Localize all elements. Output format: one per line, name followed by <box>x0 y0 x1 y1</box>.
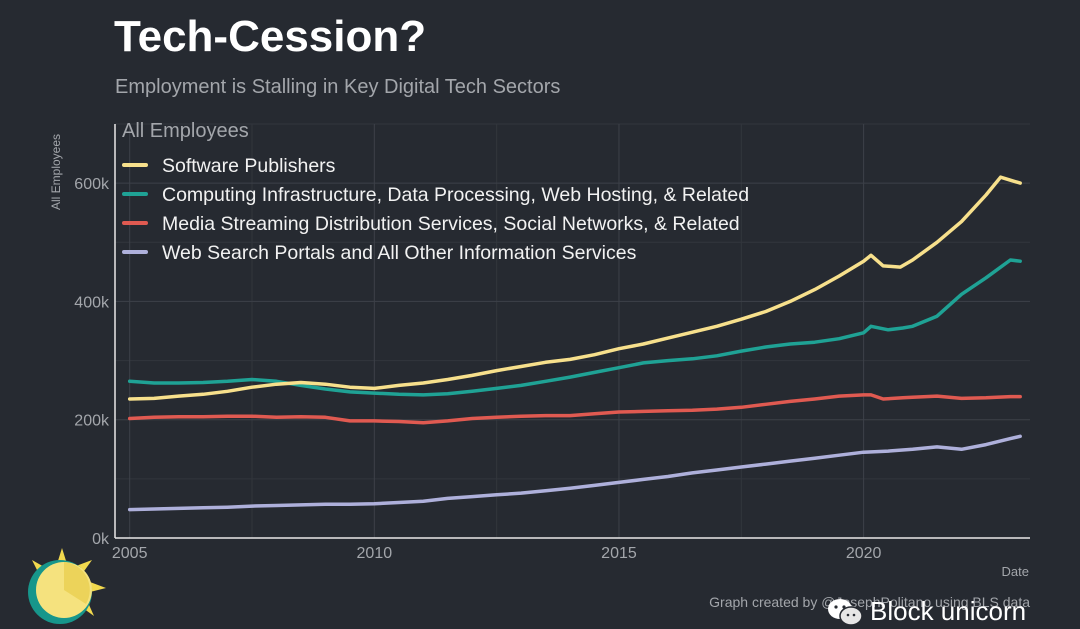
y-tick-label: 600k <box>74 176 110 193</box>
sun-logo-icon <box>28 548 106 624</box>
series-line <box>127 258 1022 397</box>
chart-title: Tech-Cession? <box>114 12 427 61</box>
y-tick-label: 400k <box>74 294 110 311</box>
legend-label: Software Publishers <box>162 155 336 177</box>
y-tick-label: 0k <box>92 531 110 548</box>
y-tick-labels: 0k 200k 400k 600k <box>74 176 110 548</box>
legend-title: All Employees <box>122 120 249 142</box>
x-tick-label: 2005 <box>112 545 148 562</box>
series-lines <box>127 175 1022 512</box>
x-axis-label: Date <box>1002 564 1029 579</box>
axes <box>114 124 1030 539</box>
legend-label: Media Streaming Distribution Services, S… <box>162 213 740 235</box>
x-tick-labels: 2005 2010 2015 2020 <box>112 545 882 562</box>
watermark: Block unicorn <box>826 596 1026 627</box>
legend: Software Publishers Computing Infrastruct… <box>122 155 749 264</box>
series-line <box>127 175 1022 401</box>
wechat-icon <box>828 598 863 626</box>
legend-label: Computing Infrastructure, Data Processin… <box>162 184 749 206</box>
graph-credit: Graph created by @JosephPolitano using B… <box>709 594 1030 610</box>
series-line <box>127 393 1022 425</box>
y-axis-label: All Employees <box>49 134 63 210</box>
x-tick-label: 2015 <box>601 545 637 562</box>
series-line <box>127 434 1022 512</box>
x-tick-label: 2010 <box>357 545 393 562</box>
y-tick-label: 200k <box>74 413 110 430</box>
watermark-text: Block unicorn <box>870 596 1027 626</box>
chart-subtitle: Employment is Stalling in Key Digital Te… <box>115 76 561 98</box>
legend-label: Web Search Portals and All Other Informa… <box>162 242 637 264</box>
x-tick-label: 2020 <box>846 545 882 562</box>
